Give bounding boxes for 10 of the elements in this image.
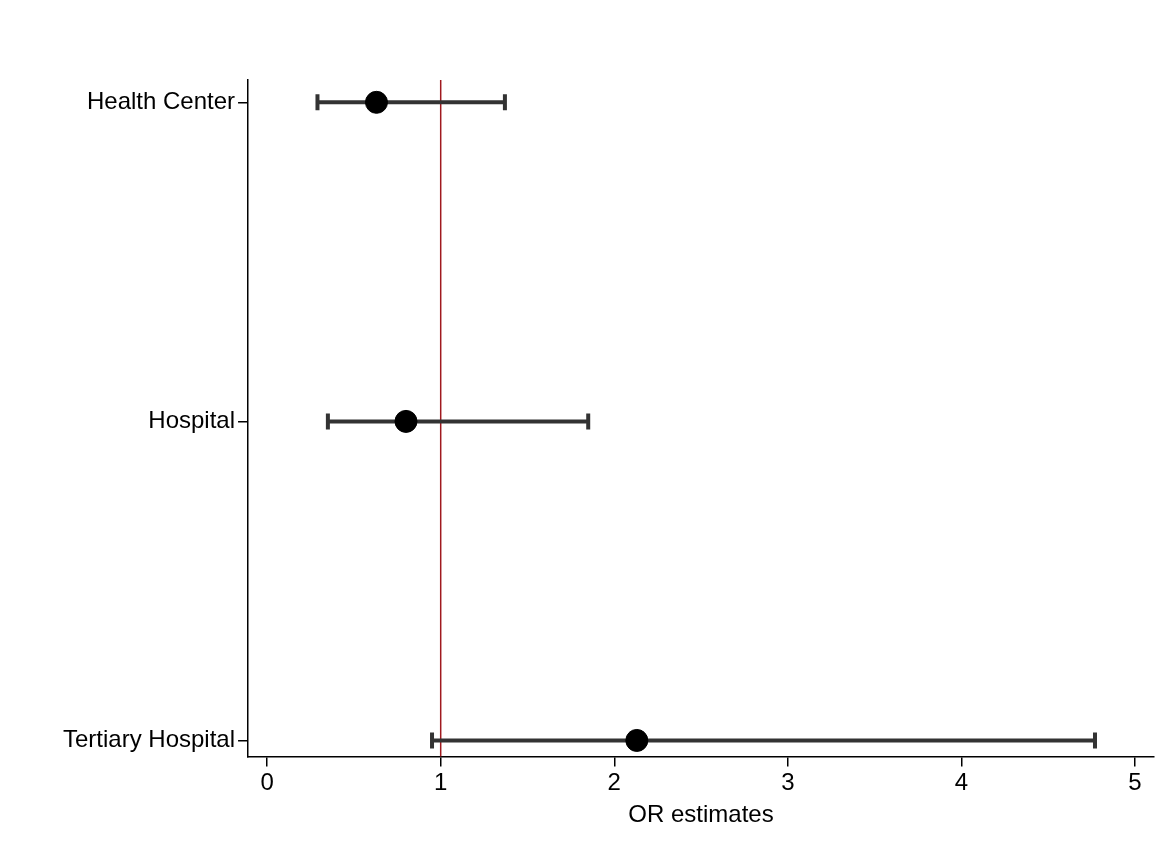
y-tick-label: Tertiary Hospital	[62, 725, 236, 753]
x-tick-label: 2	[607, 768, 621, 796]
x-tick-label: 0	[260, 768, 274, 796]
x-tick-label: 1	[434, 768, 448, 796]
x-axis-title: OR estimates	[628, 800, 774, 828]
x-tick-label: 5	[1128, 768, 1142, 796]
x-tick-label: 4	[954, 768, 969, 796]
y-tick-label: Hospital	[148, 406, 236, 434]
x-tick-label: 3	[781, 768, 795, 796]
y-tick-label: Health Center	[86, 86, 236, 114]
